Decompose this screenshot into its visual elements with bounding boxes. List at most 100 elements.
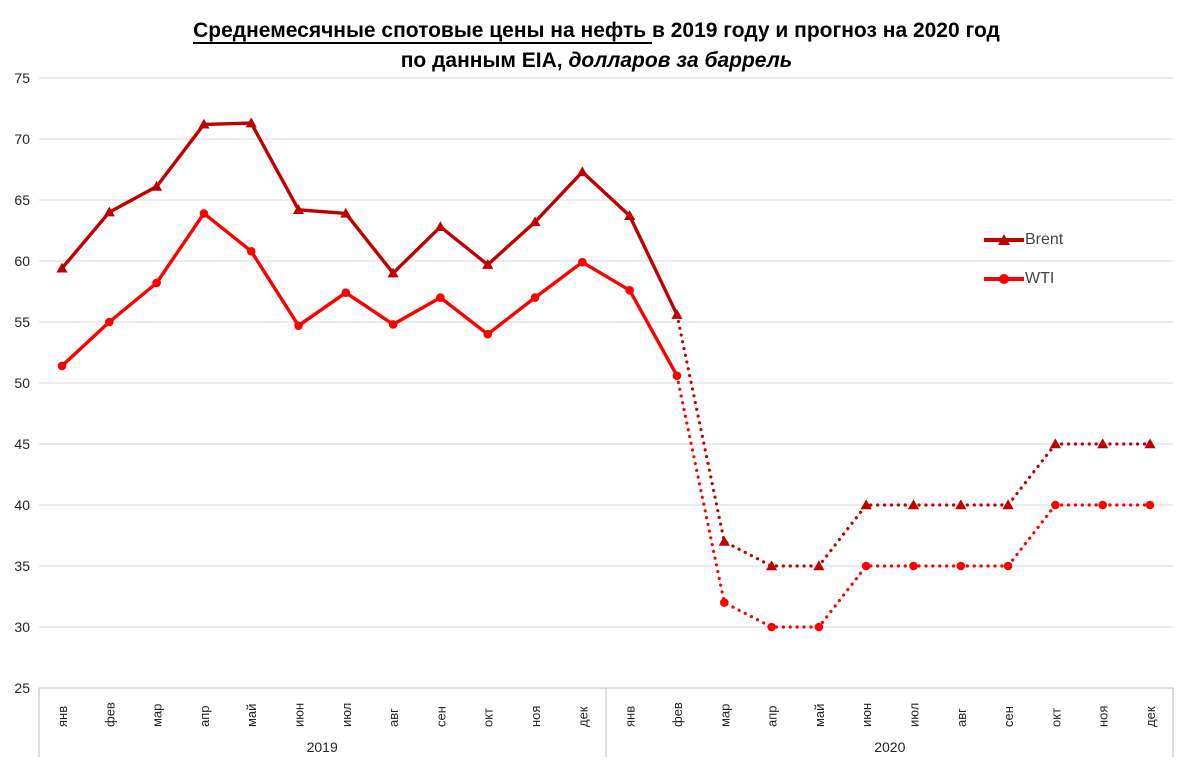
y-axis-tick-label: 25 [14,680,30,696]
x-axis-month-label: ноя [1096,706,1111,727]
data-point-marker-brent [1097,438,1109,449]
x-axis-month-label: окт [481,708,496,727]
x-axis-month-label: авг [386,708,401,727]
data-point-marker-wti [388,320,398,329]
y-axis-tick-label: 55 [14,314,30,330]
y-axis-tick-label: 65 [14,192,30,208]
data-point-marker-wti [814,622,824,632]
y-axis-tick-label: 75 [14,70,30,86]
x-axis-month-label: апр [197,706,212,728]
data-point-marker-brent [1002,499,1014,510]
data-point-marker-brent [718,536,730,546]
x-axis-month-label: окт [1048,708,1063,727]
data-point-marker-wti [341,288,351,298]
data-point-marker-wti [956,561,966,571]
x-axis-month-label: май [244,704,259,727]
y-axis-tick-label: 45 [14,436,30,452]
data-point-marker-wti [719,598,729,607]
x-axis-month-label: дек [1143,706,1158,727]
x-axis-month-label: июн [292,703,307,727]
data-point-marker-brent [1049,438,1061,449]
data-point-marker-brent [907,499,920,510]
x-axis-month-label: янв [55,706,70,727]
x-axis-month-label: ноя [528,706,543,727]
data-point-marker-wti [1003,561,1013,571]
x-axis-month-label: янв [623,706,638,727]
data-point-marker-wti [909,561,918,571]
data-point-marker-brent [1144,438,1156,449]
data-point-marker-wti [672,371,682,380]
data-point-marker-wti [861,561,871,571]
x-axis-year-label: 2019 [307,739,338,755]
data-point-marker-wti [436,293,445,302]
data-point-marker-wti [246,246,256,256]
data-point-marker-brent [860,499,872,510]
chart-title-underlined: Среднемесячные спотовые цены на нефть [193,19,652,44]
data-point-marker-wti [105,317,114,327]
series-forecast-line-brent [675,313,1152,568]
data-point-marker-wti [578,257,587,267]
x-axis-month-label: июл [339,703,354,727]
data-point-marker-brent [292,204,305,214]
chart-title-line1: Среднемесячные спотовые цены на нефть в … [0,16,1193,46]
data-point-marker-wti [294,321,303,330]
y-axis-tick-label: 70 [14,131,30,147]
legend-item-wti: WTI [984,267,1063,291]
data-point-marker-wti [199,209,209,218]
data-point-marker-brent [245,117,257,128]
data-point-marker-brent [387,267,399,278]
data-point-marker-brent [198,118,210,129]
x-axis-month-label: июл [906,703,921,727]
chart-title-line1-rest: в 2019 году и прогноз на 2020 год [652,19,1000,42]
data-point-marker-brent [340,207,352,218]
data-point-marker-brent [576,166,588,177]
data-point-marker-wti [767,622,776,632]
wti-line-sample [984,267,1024,291]
data-point-marker-wti [152,278,161,288]
series-line-wti [60,211,679,377]
y-axis-tick-label: 35 [14,558,30,574]
data-point-marker-brent [624,210,636,221]
x-axis-month-label: мар [150,704,165,727]
x-axis-month-label: сен [1001,706,1016,727]
data-point-marker-brent [151,180,163,191]
legend-item-brent: Brent [984,228,1063,252]
data-point-marker-brent [765,560,778,571]
y-axis-tick-label: 30 [14,619,30,635]
series-line-brent [60,121,679,316]
x-axis-month-label: дек [575,706,590,727]
y-axis-tick-label: 40 [14,497,30,513]
data-point-marker-brent [103,206,115,217]
wti-circle-marker-icon [999,274,1009,284]
chart-title: Среднемесячные спотовые цены на нефть в … [0,16,1193,76]
data-point-marker-wti [483,329,493,339]
chart-title-line2: по данным EIA, долларов за баррель [0,46,1193,76]
legend-label-wti: WTI [1025,270,1055,287]
chart-title-source: по данным EIA, [400,49,569,72]
x-axis-month-label: мар [717,704,732,727]
y-axis-tick-label: 60 [14,253,30,269]
x-axis-month-label: апр [765,706,780,728]
data-point-marker-wti [625,285,634,295]
data-point-marker-wti [1145,500,1155,510]
data-point-marker-brent [482,259,494,269]
brent-triangle-marker-icon [998,234,1010,245]
data-point-marker-wti [530,293,540,302]
data-point-marker-brent [813,560,825,571]
data-point-marker-wti [57,361,67,371]
x-axis-month-label: июн [859,703,874,727]
x-axis-month-label: фев [670,702,685,727]
chart-title-units: долларов за баррель [568,49,793,72]
data-point-marker-brent [434,221,447,232]
x-axis-month-label: фев [102,702,117,727]
data-point-marker-brent [671,309,683,319]
x-axis-month-label: май [812,704,827,727]
data-point-marker-wti [1051,500,1060,510]
data-point-marker-brent [56,262,68,273]
data-point-marker-wti [1098,500,1107,510]
data-point-marker-brent [955,499,967,510]
x-axis-month-label: авг [954,708,969,727]
legend-label-brent: Brent [1025,231,1064,248]
brent-line-sample [984,228,1024,252]
